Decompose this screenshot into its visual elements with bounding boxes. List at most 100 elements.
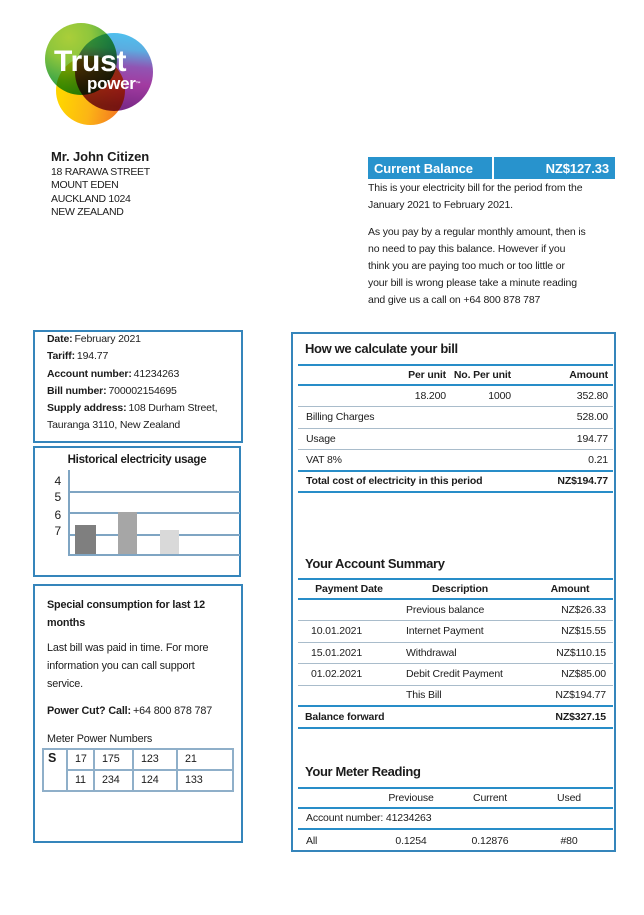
table-cell: Internet Payment <box>406 625 484 638</box>
info-label: Bill number: <box>47 384 107 397</box>
table-cell: NZ$26.33 <box>561 603 606 616</box>
gridline <box>69 533 240 536</box>
table-cell: NZ$85.00 <box>561 668 606 681</box>
meter-numbers-table: S 17 175 123 21 11 234 124 133 <box>42 748 234 792</box>
total-label: Total cost of electricity in this period <box>306 475 483 488</box>
billing-period-paragraph: This is your electricity bill for the pe… <box>368 182 583 212</box>
summary-row: 10.01.2021 Internet Payment NZ$15.55 <box>298 621 613 643</box>
table-cell: 194.77 <box>576 432 608 445</box>
column-header: Current <box>473 791 507 804</box>
table-cell: 528.00 <box>576 411 608 424</box>
usage-bar-1 <box>75 525 96 554</box>
table-cell: NZ$15.55 <box>561 625 606 638</box>
table-cell: #80 <box>560 834 578 847</box>
info-label: Account number: <box>47 367 132 380</box>
info-value: February 2021 <box>74 333 141 345</box>
meter-reading-row: All 0.1254 0.12876 #80 <box>298 830 613 852</box>
table-cell: 352.80 <box>576 389 608 402</box>
column-header: Per unit <box>408 368 446 381</box>
table-cell: 01.02.2021 <box>311 668 363 681</box>
total-amount: NZ$194.77 <box>557 475 608 488</box>
y-tick-label: 4 <box>54 474 61 488</box>
info-value: 194.77 <box>76 350 109 363</box>
column-header: Previouse <box>388 791 434 804</box>
meter-grid-cell: 123 <box>134 750 178 771</box>
summary-row: 01.02.2021 Debit Credit Payment NZ$85.00 <box>298 664 613 686</box>
table-cell: All <box>306 834 318 847</box>
table-cell: 18.200 <box>414 389 446 402</box>
info-line-supply-address: Supply address: 108 Durham Street, Tauran… <box>47 400 233 435</box>
info-line-account-number: Account number: 41234263 <box>47 366 233 383</box>
summary-row: Previous balance NZ$26.33 <box>298 600 613 621</box>
table-cell: Account number: 41234263 <box>306 812 432 825</box>
current-balance-amount: NZ$127.33 <box>545 160 610 176</box>
table-cell: 15.01.2021 <box>311 646 363 659</box>
table-cell: 0.21 <box>588 453 608 466</box>
meter-header-row: Previouse Current Used <box>298 787 613 809</box>
table-cell: NZ$110.15 <box>556 646 606 659</box>
summary-row: This Bill NZ$194.77 <box>298 686 613 707</box>
meter-grid-cell: 124 <box>134 771 178 790</box>
power-cut-line: Power Cut? Call: +64 800 878 787 <box>47 705 212 717</box>
column-header: Description <box>431 582 489 595</box>
info-line-date: Date: February 2021 <box>47 331 233 348</box>
y-tick-label: 6 <box>54 508 61 522</box>
usage-bar-2 <box>118 512 137 554</box>
recipient-name: Mr. John Citizen <box>51 149 150 164</box>
balance-forward-amount: NZ$327.15 <box>555 710 606 723</box>
table-cell: Debit Credit Payment <box>406 668 503 681</box>
table-cell: This Bill <box>406 689 442 702</box>
table-cell: 0.12876 <box>471 834 509 847</box>
info-line-bill-number: Bill number: 700002154695 <box>47 383 233 400</box>
balance-forward-label: Balance forward <box>305 710 385 723</box>
table-cell: VAT 8% <box>306 453 342 466</box>
calc-bill-title: How we calculate your bill <box>305 341 458 356</box>
y-tick-label: 5 <box>54 490 61 504</box>
column-header: Payment Date <box>315 582 383 595</box>
notes-paragraph: Last bill was paid in time. For more inf… <box>47 642 209 690</box>
usage-bar-chart: 4 5 6 7 <box>35 448 240 575</box>
meter-grid-cell: 234 <box>95 771 134 790</box>
info-value: 41234263 <box>133 367 180 380</box>
column-header: Used <box>557 791 581 804</box>
account-summary-table: Payment Date Description Amount Previous… <box>298 578 613 729</box>
meter-account-row: Account number: 41234263 <box>298 809 613 830</box>
current-balance-label: Current Balance <box>374 160 473 176</box>
logo-brand-bottom: power™ <box>87 75 141 92</box>
current-balance-bar: Current Balance NZ$127.33 <box>368 157 615 179</box>
meter-grid-cell: 133 <box>185 774 203 786</box>
x-axis-line <box>68 553 240 556</box>
column-header: Amount <box>550 582 590 595</box>
account-info-box: Date: February 2021 Tariff: 194.77 Account… <box>33 330 243 443</box>
meter-reading-table: Previouse Current Used Account number: 4… <box>298 787 613 852</box>
balance-divider <box>492 157 494 179</box>
account-summary-title: Your Account Summary <box>305 556 445 571</box>
summary-balance-row: Balance forward NZ$327.15 <box>298 707 613 729</box>
chart-title: Historical electricity usage <box>67 454 207 466</box>
info-label: Supply address: <box>47 402 127 415</box>
info-label: Tariff: <box>47 350 75 363</box>
table-cell: 0.1254 <box>395 834 427 847</box>
billing-details-box: How we calculate your bill Per unit No. … <box>291 332 616 852</box>
table-cell: Usage <box>306 432 336 445</box>
logo-yellow-circle <box>56 56 125 125</box>
info-value: 108 Durham Street, Tauranga 3110, New Ze… <box>47 402 218 432</box>
usage-bar-3 <box>160 529 179 554</box>
table-cell: Withdrawal <box>406 646 457 659</box>
trustpower-logo: Trust power™ <box>41 17 161 130</box>
calc-row: 18.200 1000 352.80 <box>298 386 613 407</box>
table-cell: Previous balance <box>406 603 485 616</box>
meter-grid-cell: 21 <box>178 750 232 771</box>
calc-row: Billing Charges 528.00 <box>298 407 613 429</box>
account-info-lines: Date: February 2021 Tariff: 194.77 Account… <box>47 331 233 435</box>
info-line-tariff: Tariff: 194.77 <box>47 348 233 365</box>
calc-bill-table: Per unit No. Per unit Amount 18.200 1000… <box>298 364 613 493</box>
power-cut-label: Power Cut? Call: <box>47 705 131 717</box>
special-consumption-heading: Special consumption for last 12 months <box>47 599 205 630</box>
meter-reading-title: Your Meter Reading <box>305 764 421 779</box>
summary-header-row: Payment Date Description Amount <box>298 578 613 600</box>
logo-brand-top: Trust <box>54 45 127 78</box>
meter-numbers-label: Meter Power Numbers <box>47 733 153 745</box>
calc-row: Usage 194.77 <box>298 429 613 450</box>
